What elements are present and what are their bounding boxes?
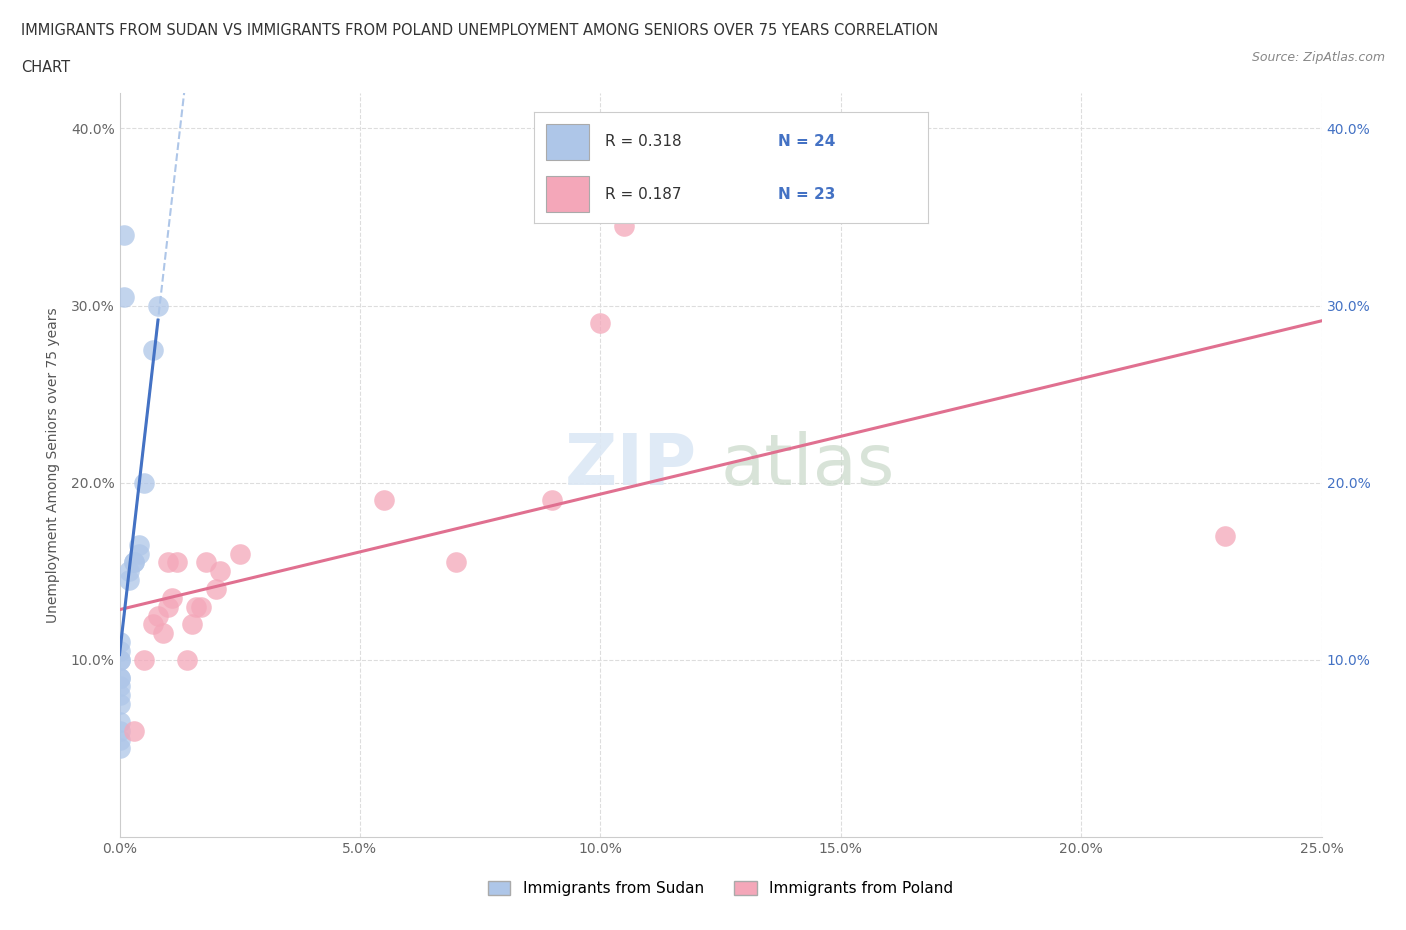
Point (128, 546, 150, 561)
Point (128, 538, 150, 552)
Point (146, 608, 169, 623)
Point (112, 227, 135, 242)
Point (108, 634, 131, 649)
Point (186, 599, 208, 614)
Text: CHART: CHART (21, 60, 70, 75)
Point (108, 653, 131, 668)
Text: R = 0.318: R = 0.318 (605, 134, 682, 149)
Point (108, 697, 131, 711)
Point (108, 679, 131, 694)
Point (190, 599, 212, 614)
Point (180, 617, 202, 631)
Point (373, 493, 395, 508)
FancyBboxPatch shape (546, 124, 589, 160)
Point (166, 555, 188, 570)
Point (195, 555, 218, 570)
Point (228, 546, 252, 561)
Point (132, 475, 155, 490)
Point (122, 724, 145, 738)
Point (118, 573, 141, 588)
Point (1215, 528, 1237, 543)
Point (108, 644, 131, 658)
Point (541, 493, 564, 508)
Point (444, 555, 467, 570)
Point (176, 653, 198, 668)
Point (132, 653, 155, 668)
Point (108, 741, 131, 756)
Point (142, 617, 165, 631)
Point (146, 299, 169, 313)
Text: Source: ZipAtlas.com: Source: ZipAtlas.com (1251, 51, 1385, 64)
Point (108, 688, 131, 703)
Point (589, 316, 612, 331)
Point (152, 626, 174, 641)
Y-axis label: Unemployment Among Seniors over 75 years: Unemployment Among Seniors over 75 years (45, 307, 59, 623)
Point (112, 289, 135, 304)
Text: N = 24: N = 24 (779, 134, 835, 149)
Point (108, 732, 131, 747)
Point (108, 724, 131, 738)
Point (209, 564, 232, 578)
Point (108, 653, 131, 668)
Point (122, 555, 145, 570)
Point (156, 555, 179, 570)
Text: IMMIGRANTS FROM SUDAN VS IMMIGRANTS FROM POLAND UNEMPLOYMENT AMONG SENIORS OVER : IMMIGRANTS FROM SUDAN VS IMMIGRANTS FROM… (21, 23, 938, 38)
Point (613, 219, 636, 233)
Text: ZIP: ZIP (564, 431, 696, 499)
Point (162, 591, 184, 605)
Text: R = 0.187: R = 0.187 (605, 187, 682, 202)
Point (122, 555, 145, 570)
Point (108, 671, 131, 685)
Point (118, 564, 141, 578)
Legend: Immigrants from Sudan, Immigrants from Poland: Immigrants from Sudan, Immigrants from P… (479, 873, 962, 904)
Text: N = 23: N = 23 (779, 187, 835, 202)
Point (204, 581, 226, 596)
Text: atlas: atlas (720, 431, 896, 499)
FancyBboxPatch shape (546, 177, 589, 212)
Point (142, 342, 165, 357)
Point (108, 671, 131, 685)
Point (108, 714, 131, 729)
Point (156, 599, 179, 614)
